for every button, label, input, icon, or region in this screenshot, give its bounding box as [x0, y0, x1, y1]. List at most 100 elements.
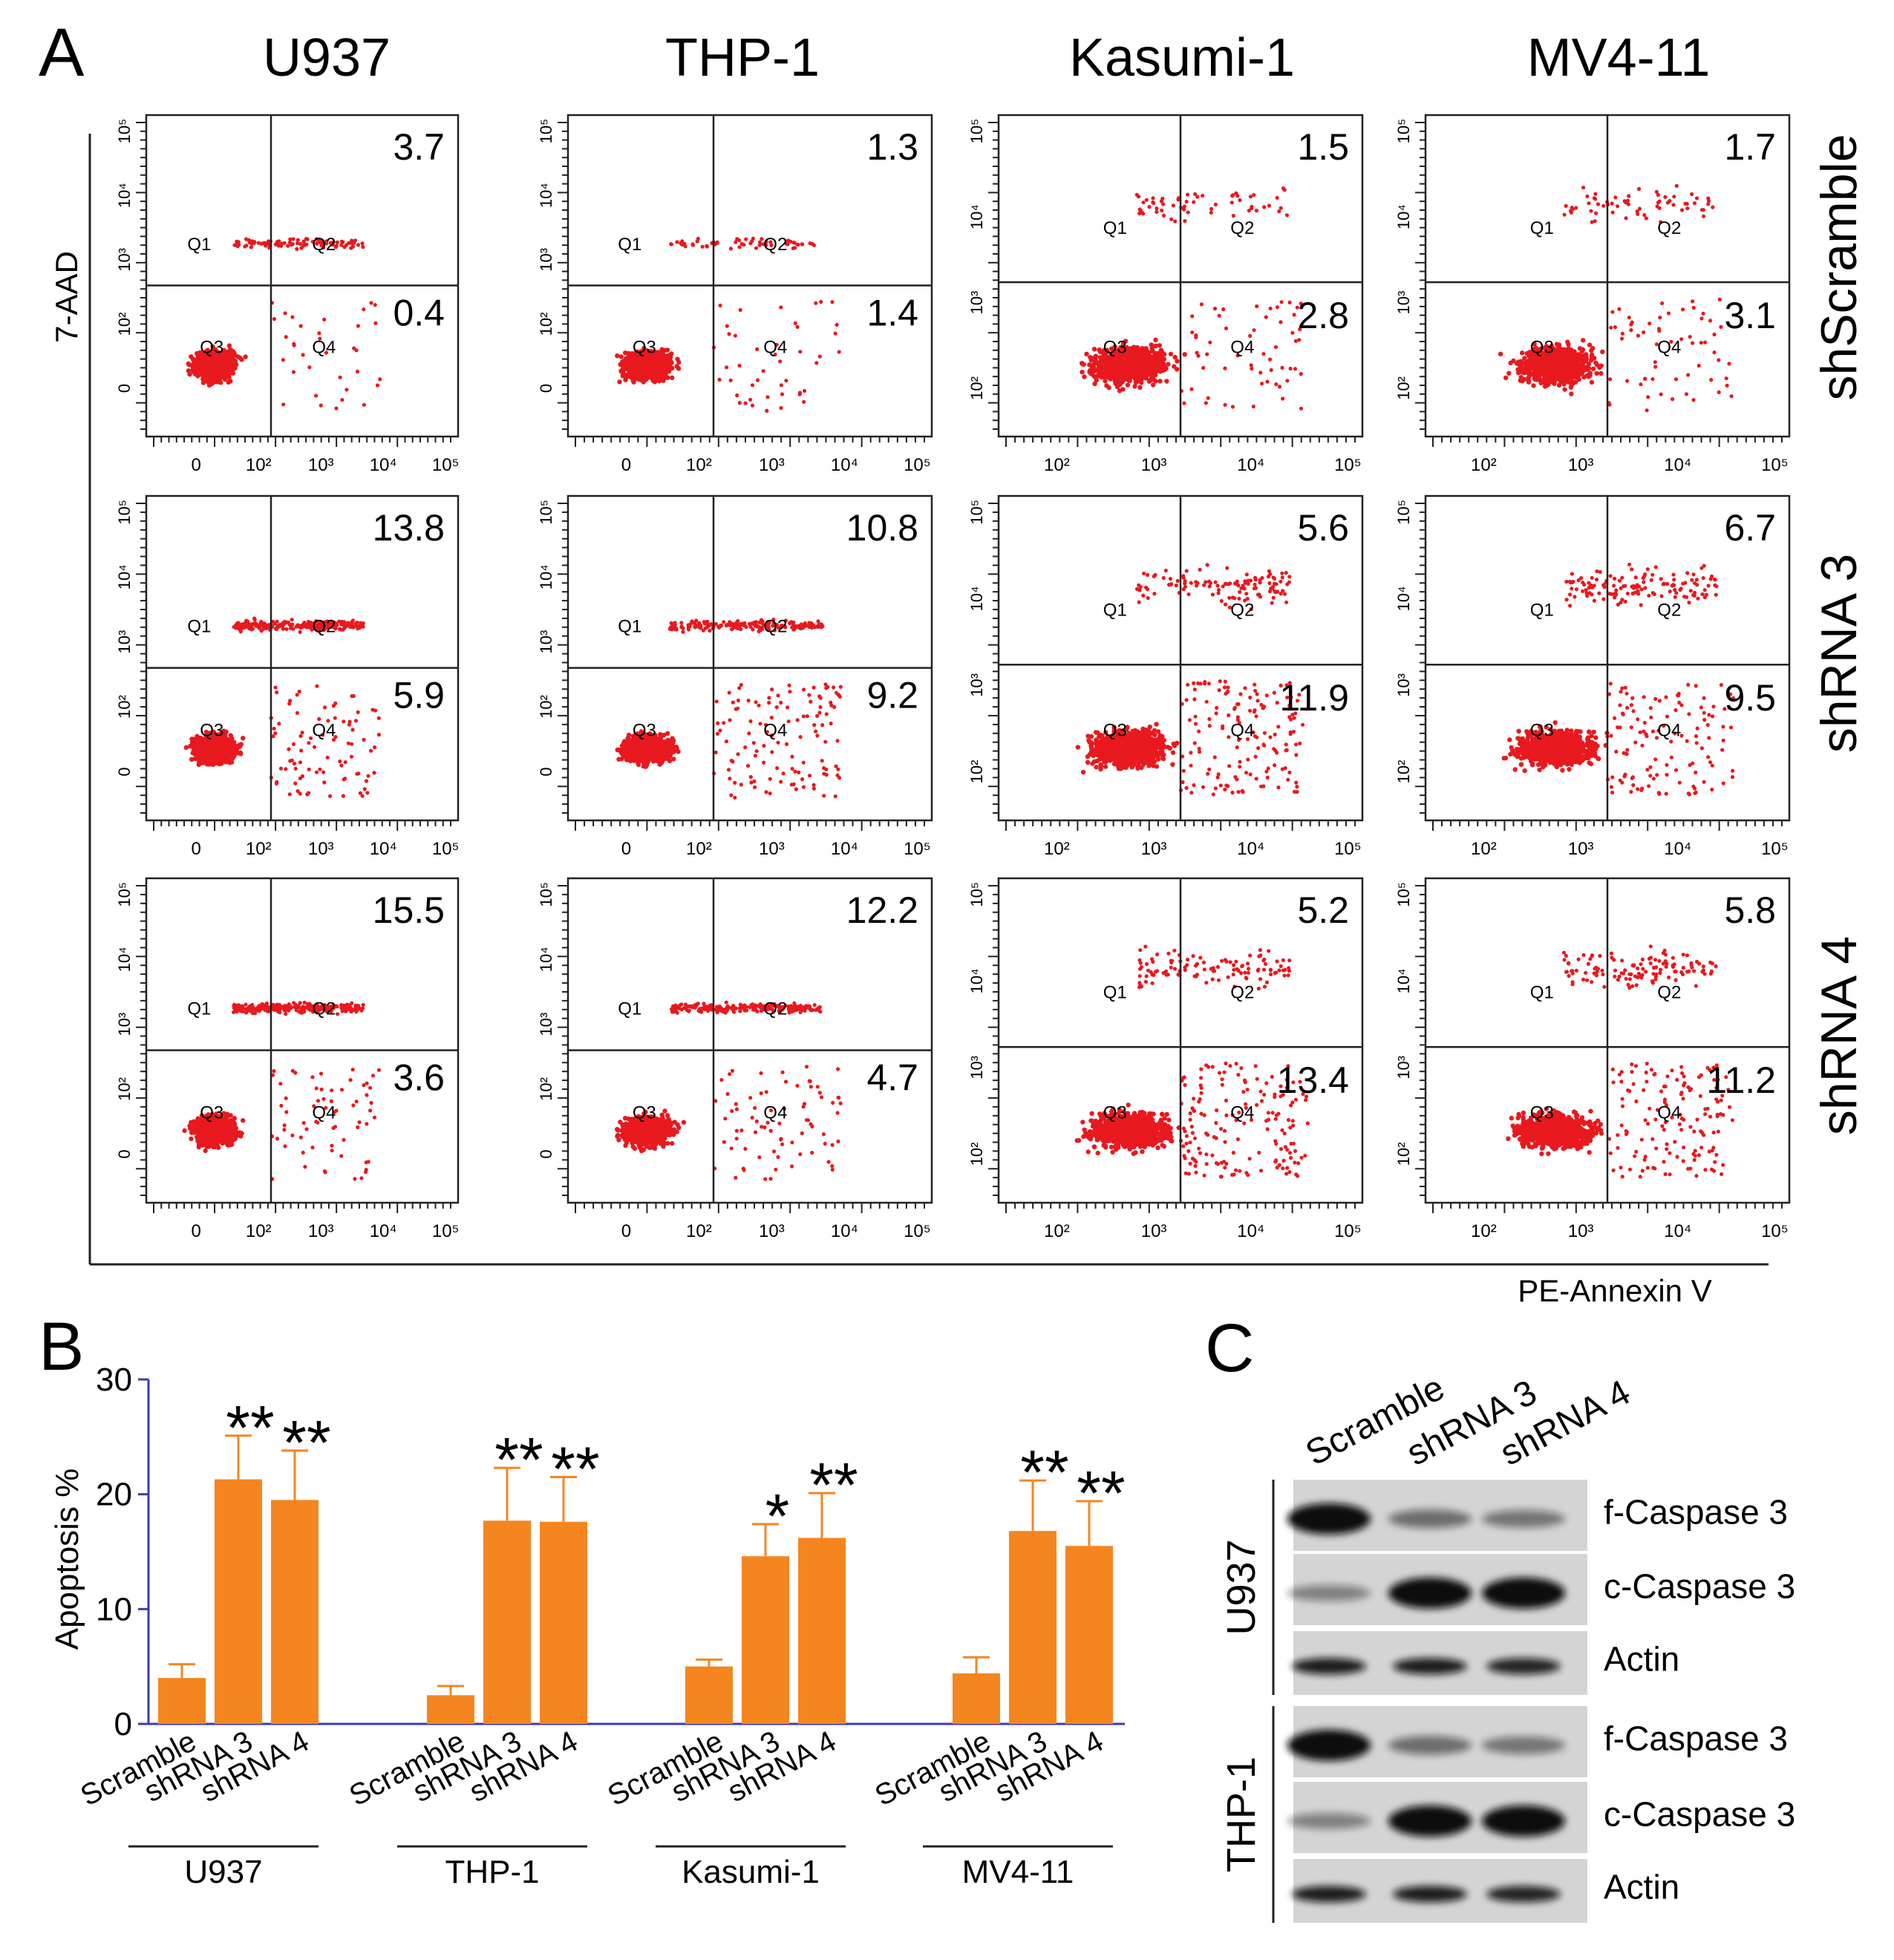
blot-band	[1393, 1886, 1467, 1903]
y-tick-label: 20	[96, 1477, 132, 1513]
y-tick-label: 10³	[115, 630, 134, 654]
x-tick-label: 10⁵	[1334, 839, 1362, 859]
blot-band	[1388, 1577, 1472, 1609]
x-tick-label: 10⁴	[831, 1221, 858, 1241]
blot-band	[1287, 1503, 1371, 1535]
quadrant-label-q3: Q3	[1530, 337, 1554, 357]
x-tick-label: 10²	[246, 455, 272, 475]
axis-ticks	[988, 885, 1356, 1213]
x-tick-label: 10²	[1044, 839, 1070, 859]
plot-frame	[145, 494, 460, 822]
y-tick-label: 10⁵	[1394, 500, 1413, 525]
flow-plot: Q1 Q2 Q3 Q4 5.8 11.2 10² 10² 10³ 10³ 10⁴ 10⁴ 10⁵ 10⁵	[1394, 877, 1791, 1241]
x-tick-label: 10⁴	[1664, 455, 1691, 475]
pct-early-apoptosis: 13.4	[1277, 1059, 1349, 1101]
x-tick-label: 10⁴	[831, 455, 858, 475]
y-tick-label: 10⁴	[115, 947, 134, 972]
y-tick-label: 10⁵	[1394, 119, 1413, 144]
axis-ticks	[558, 885, 925, 1213]
flow-dots	[1074, 944, 1310, 1179]
y-tick-label: 10⁴	[967, 204, 986, 229]
quadrant-label-q1: Q1	[618, 617, 641, 637]
y-tick-label: 10²	[967, 760, 986, 784]
x-tick-label: 10⁵	[904, 839, 931, 859]
y-tick-label: 10²	[1394, 376, 1413, 400]
panel-letter-c: C	[1205, 1310, 1254, 1386]
y-tick-label: 0	[537, 1149, 555, 1158]
blot-row-label: c-Caspase 3	[1604, 1567, 1795, 1606]
quadrant-label-q2: Q2	[1657, 983, 1681, 1003]
x-tick-label: 10³	[1568, 839, 1594, 859]
pct-late-apoptosis: 1.3	[866, 126, 918, 168]
plot-frame	[566, 877, 933, 1204]
flow-dots	[615, 617, 843, 800]
y-tick-label: 10³	[537, 630, 555, 654]
y-tick-label: 10³	[967, 1056, 986, 1079]
blot-band	[1292, 1886, 1366, 1903]
quadrant-label-q1: Q1	[187, 617, 211, 637]
flow-dots	[182, 1000, 381, 1181]
x-tick-label: 10²	[1044, 455, 1070, 475]
x-tick-label: 10³	[308, 455, 334, 475]
quadrant-label-q3: Q3	[200, 720, 223, 740]
quadrant-label-q1: Q1	[618, 999, 641, 1019]
x-tick-label: 10⁴	[1237, 839, 1264, 859]
quadrant-label-q2: Q2	[1230, 218, 1254, 238]
blot-band	[1393, 1658, 1467, 1675]
pct-late-apoptosis: 15.5	[373, 889, 445, 931]
pct-early-apoptosis: 9.5	[1724, 677, 1776, 719]
bar	[540, 1521, 587, 1724]
flow-plot: Q1 Q2 Q3 Q4 5.2 13.4 10² 10² 10³ 10³ 10⁴ 10⁴ 10⁵ 10⁵	[967, 877, 1364, 1241]
bar	[271, 1500, 319, 1724]
y-tick-label: 10⁴	[537, 564, 555, 589]
quadrant-label-q4: Q4	[763, 1102, 787, 1123]
x-tick-label: 10⁴	[1237, 455, 1264, 475]
blot-band	[1388, 1736, 1472, 1755]
quadrant-label-q1: Q1	[1103, 983, 1127, 1003]
block-cell-line-label: U937	[1219, 1539, 1264, 1635]
quadrant-label-q3: Q3	[1103, 1102, 1127, 1123]
x-tick-label: 10²	[246, 839, 272, 859]
y-tick-label: 10²	[115, 1077, 134, 1101]
pct-late-apoptosis: 13.8	[373, 507, 445, 549]
significance-marker: **	[494, 1425, 543, 1494]
y-tick-label: 0	[115, 767, 134, 776]
pct-early-apoptosis: 5.9	[393, 675, 445, 716]
x-tick-label: 10⁵	[432, 1221, 460, 1241]
pct-early-apoptosis: 11.9	[1279, 677, 1349, 719]
x-tick-label: 10²	[1471, 1221, 1497, 1241]
quadrant-label-q1: Q1	[1530, 983, 1554, 1003]
condition-label: shScramble	[1811, 134, 1867, 400]
quadrant-label-q4: Q4	[312, 720, 336, 740]
flow-dots	[183, 616, 381, 798]
panel-letter-a: A	[39, 15, 85, 91]
x-tick-label: 10³	[1141, 455, 1167, 475]
quadrant-label-q2: Q2	[312, 617, 336, 637]
quadrant-label-q2: Q2	[312, 999, 336, 1019]
y-tick-label: 10⁴	[115, 564, 134, 589]
quadrant-label-q4: Q4	[1657, 720, 1681, 740]
quadrant-label-q1: Q1	[1103, 601, 1127, 621]
blot-band	[1292, 1658, 1366, 1675]
condition-labels: shScramble shRNA 3 shRNA 4	[1811, 134, 1867, 1135]
pct-late-apoptosis: 3.7	[393, 126, 445, 168]
pct-early-apoptosis: 2.8	[1297, 295, 1349, 336]
x-tick-label: 0	[621, 1221, 631, 1241]
y-tick-label: 10²	[967, 376, 986, 400]
x-tick-label: 10⁵	[432, 839, 460, 859]
blot-row-label: f-Caspase 3	[1604, 1493, 1788, 1532]
quadrant-label-q2: Q2	[763, 235, 787, 255]
cell-line-header: THP-1	[665, 28, 820, 88]
y-tick-label: 10⁵	[115, 500, 134, 525]
panel-letter-b: B	[39, 1309, 84, 1385]
y-tick-label: 0	[115, 1149, 134, 1158]
pct-early-apoptosis: 1.4	[866, 292, 918, 333]
cell-line-header: U937	[263, 28, 391, 88]
axis-ticks	[988, 122, 1356, 447]
y-tick-label: 0	[537, 767, 555, 776]
condition-label: shRNA 3	[1811, 554, 1867, 753]
blot-band	[1486, 1658, 1561, 1675]
